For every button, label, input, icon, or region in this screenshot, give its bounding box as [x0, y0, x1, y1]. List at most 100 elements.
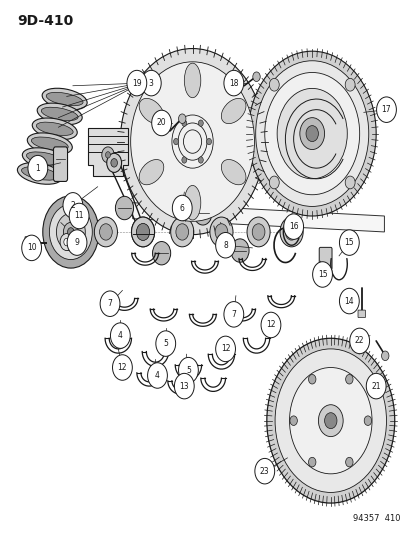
Text: 3: 3: [149, 78, 153, 87]
Circle shape: [127, 70, 146, 96]
FancyBboxPatch shape: [357, 310, 365, 318]
Circle shape: [215, 336, 235, 362]
Text: 22: 22: [354, 336, 363, 345]
Circle shape: [155, 331, 175, 357]
Circle shape: [94, 217, 117, 247]
Circle shape: [264, 72, 359, 195]
Circle shape: [283, 214, 303, 239]
Ellipse shape: [36, 122, 73, 135]
Text: 20: 20: [157, 118, 166, 127]
Circle shape: [223, 302, 243, 327]
Polygon shape: [133, 203, 384, 232]
Text: 1: 1: [36, 164, 40, 173]
Circle shape: [254, 458, 274, 484]
Ellipse shape: [37, 103, 82, 125]
Text: 17: 17: [381, 105, 390, 114]
Circle shape: [289, 368, 371, 474]
Text: 4: 4: [118, 331, 123, 340]
Ellipse shape: [41, 107, 78, 120]
Text: 4: 4: [155, 371, 159, 380]
Circle shape: [112, 355, 132, 380]
Circle shape: [276, 88, 347, 179]
Text: 12: 12: [266, 320, 275, 329]
Ellipse shape: [21, 167, 58, 180]
Ellipse shape: [46, 92, 83, 106]
FancyBboxPatch shape: [53, 147, 67, 181]
Circle shape: [63, 192, 83, 218]
Circle shape: [107, 154, 121, 172]
Text: 7: 7: [231, 310, 236, 319]
Circle shape: [64, 238, 69, 246]
Circle shape: [136, 223, 149, 240]
Circle shape: [269, 78, 278, 91]
Text: 9: 9: [74, 238, 79, 247]
Ellipse shape: [184, 185, 200, 220]
Circle shape: [206, 139, 211, 145]
Ellipse shape: [221, 159, 245, 185]
Circle shape: [324, 413, 336, 429]
Circle shape: [318, 405, 342, 437]
Text: 12: 12: [117, 363, 127, 372]
Circle shape: [69, 203, 89, 229]
Circle shape: [252, 224, 264, 240]
Circle shape: [178, 358, 198, 383]
Circle shape: [49, 204, 92, 260]
Text: 7: 7: [107, 299, 112, 308]
Circle shape: [105, 152, 110, 158]
Ellipse shape: [22, 148, 67, 169]
Circle shape: [215, 224, 227, 240]
Ellipse shape: [32, 118, 77, 140]
Circle shape: [266, 338, 394, 503]
Circle shape: [198, 120, 203, 126]
Circle shape: [305, 126, 318, 142]
Circle shape: [269, 176, 278, 189]
Circle shape: [172, 195, 192, 221]
Text: 8: 8: [223, 241, 228, 250]
Circle shape: [173, 139, 178, 145]
Circle shape: [111, 159, 117, 167]
Circle shape: [56, 213, 85, 251]
Circle shape: [178, 114, 185, 124]
FancyBboxPatch shape: [25, 237, 32, 248]
Text: 15: 15: [344, 238, 353, 247]
Text: 10: 10: [27, 244, 36, 253]
Circle shape: [261, 312, 280, 338]
Text: 16: 16: [288, 222, 298, 231]
Circle shape: [198, 157, 203, 163]
Text: 15: 15: [317, 270, 327, 279]
Ellipse shape: [42, 88, 87, 110]
Circle shape: [339, 230, 358, 255]
Circle shape: [43, 196, 99, 268]
Circle shape: [345, 375, 352, 384]
Circle shape: [299, 118, 324, 150]
Circle shape: [181, 120, 186, 126]
Circle shape: [110, 323, 130, 349]
Circle shape: [131, 217, 154, 247]
Circle shape: [274, 349, 386, 492]
Circle shape: [136, 224, 149, 240]
Text: 13: 13: [179, 382, 189, 391]
Circle shape: [176, 224, 188, 240]
Circle shape: [345, 457, 352, 467]
Ellipse shape: [184, 63, 200, 98]
Circle shape: [255, 61, 368, 206]
Circle shape: [344, 176, 354, 189]
Circle shape: [181, 157, 186, 163]
Text: 14: 14: [344, 296, 353, 305]
Polygon shape: [88, 128, 127, 176]
Circle shape: [152, 241, 170, 265]
Circle shape: [230, 239, 249, 262]
Circle shape: [115, 196, 133, 220]
Text: 6: 6: [179, 204, 184, 213]
Text: 23: 23: [259, 467, 269, 475]
Circle shape: [344, 78, 354, 91]
Circle shape: [28, 156, 47, 181]
Text: 21: 21: [370, 382, 380, 391]
Ellipse shape: [26, 152, 63, 165]
Circle shape: [120, 49, 264, 235]
Circle shape: [279, 217, 302, 247]
Circle shape: [102, 147, 114, 163]
Circle shape: [174, 373, 194, 399]
Circle shape: [366, 373, 385, 399]
Circle shape: [67, 228, 74, 236]
